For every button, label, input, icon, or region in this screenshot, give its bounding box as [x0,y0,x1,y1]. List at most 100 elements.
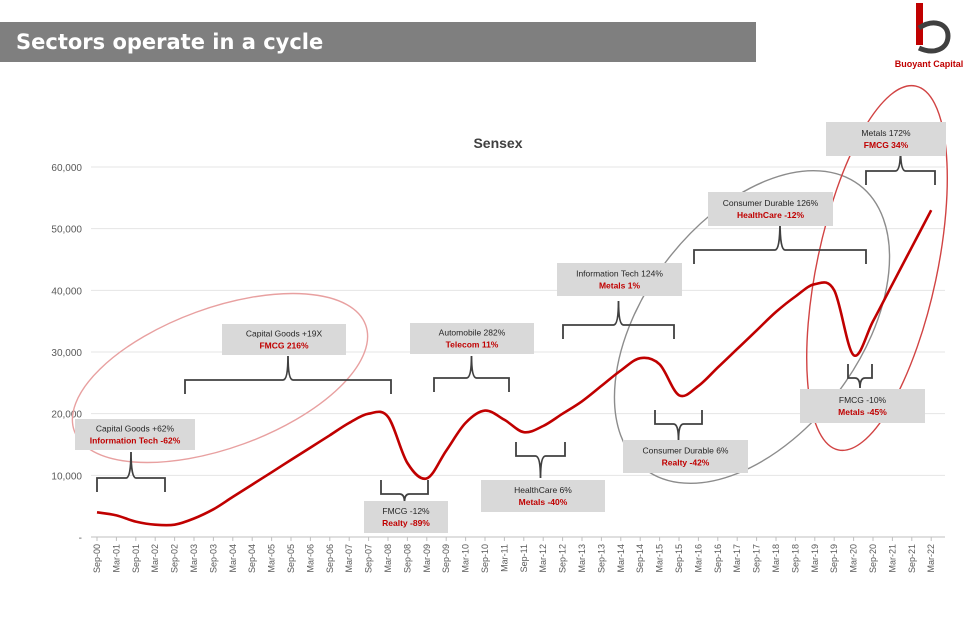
annotation-line-2: Information Tech -62% [90,436,181,446]
annotation-bg [708,192,833,226]
x-tick-label: Mar-11 [499,544,509,572]
x-tick-label: Mar-08 [383,544,393,573]
x-tick-label: Sep-13 [596,544,606,573]
y-tick-label: 50,000 [51,225,82,236]
x-tick-label: Mar-17 [732,544,742,573]
x-tick-label: Sep-09 [441,544,451,573]
annotation-box: FMCG -10% Metals -45% [800,389,925,423]
x-tick-label: Mar-18 [771,544,781,573]
x-tick-label: Mar-09 [422,544,432,573]
annotation-line-1: Capital Goods +62% [96,424,175,434]
x-tick-label: Sep-17 [752,544,762,573]
y-tick-label: 30,000 [51,348,82,359]
annotation-box: Consumer Durable 6% Realty -42% [623,440,748,473]
bracket-capital-goods-62 [96,451,166,492]
x-tick-label: Mar-14 [616,544,626,573]
x-tick-label: Sep-18 [790,544,800,573]
x-tick-label: Sep-19 [829,544,839,573]
x-tick-label: Sep-15 [674,544,684,573]
annotation-line-1: Metals 172% [861,128,911,138]
x-tick-label: Mar-16 [693,544,703,573]
bracket-automobile [433,355,510,392]
annotation-box: HealthCare 6% Metals -40% [481,480,605,512]
x-tick-label: Sep-00 [92,544,102,573]
x-tick-label: Mar-01 [111,544,121,573]
annotation-line-1: Consumer Durable 6% [643,446,729,456]
y-tick-label: 20,000 [51,410,82,421]
x-tick-label: Mar-03 [189,544,199,573]
annotation-line-2: Metals -40% [519,497,568,507]
x-tick-label: Mar-07 [344,544,354,573]
annotation-line-2: Metals -45% [838,407,887,417]
x-tick-label: Sep-03 [208,544,218,573]
annotation-line-1: Automobile 282% [439,328,506,338]
annotation-line-2: FMCG 216% [259,341,309,351]
bracket-capital-goods-19x [184,355,392,394]
annotation-box: Capital Goods +62% Information Tech -62% [75,419,195,450]
annotation-bg [222,324,346,355]
x-tick-label: Sep-04 [247,544,257,573]
bracket-consumer-durable-6 [654,410,703,441]
cycle-ellipse-2015 [613,169,891,485]
annotation-box: Automobile 282% Telecom 11% [410,323,534,354]
bracket-information-tech [562,300,675,339]
x-tick-label: Sep-08 [402,544,412,573]
x-tick-label: Mar-22 [926,544,936,573]
annotation-line-2: Realty -42% [662,458,710,468]
cycle-ellipse-2020 [806,84,948,452]
title-bar: Sectors operate in a cycle [0,22,756,62]
annotation-line-2: FMCG 34% [864,140,909,150]
x-tick-label: Sep-06 [325,544,335,573]
annotation-bg [481,480,605,512]
y-tick-label: - [79,533,82,544]
x-tick-label: Mar-20 [849,544,859,573]
annotation-bg [410,323,534,354]
x-tick-label: Mar-15 [655,544,665,573]
cycle-ellipse-2000s [71,292,369,464]
annotation-bg [826,122,946,156]
annotation-line-1: Consumer Durable 126% [723,198,819,208]
x-tick-label: Sep-05 [286,544,296,573]
bracket-fmcg-12 [380,480,429,503]
x-tick-label: Sep-02 [170,544,180,573]
x-tick-label: Sep-07 [364,544,374,573]
annotation-bg [623,440,748,473]
x-tick-label: Mar-19 [810,544,820,573]
bracket-fmcg-10 [847,364,873,389]
x-tick-label: Mar-05 [267,544,277,573]
annotation-box: FMCG -12% Realty -89% [364,501,448,533]
annotation-line-2: Metals 1% [599,281,641,291]
annotation-line-2: HealthCare -12% [737,210,805,220]
annotation-line-1: Information Tech 124% [576,269,663,279]
x-tick-label: Sep-01 [131,544,141,573]
x-tick-label: Sep-10 [480,544,490,573]
annotation-bg [75,419,195,450]
chart-title: Sensex [473,135,522,151]
x-tick-label: Mar-04 [228,544,238,573]
annotation-line-1: Capital Goods +19X [246,329,323,339]
annotation-line-1: FMCG -10% [839,395,887,405]
annotation-line-2: Telecom 11% [446,340,499,350]
annotation-box: Consumer Durable 126% HealthCare -12% [708,192,833,226]
bracket-healthcare [515,442,566,479]
x-tick-label: Mar-21 [887,544,897,573]
y-tick-label: 60,000 [51,163,82,174]
page-title: Sectors operate in a cycle [16,30,324,54]
y-tick-label: 10,000 [51,471,82,482]
annotation-line-1: FMCG -12% [382,506,430,516]
annotation-box: Capital Goods +19X FMCG 216% [222,324,346,355]
annotation-line-1: HealthCare 6% [514,485,572,495]
annotation-box: Information Tech 124% Metals 1% [557,263,682,296]
x-tick-label: Mar-12 [538,544,548,573]
logo-mark-icon [916,3,951,54]
annotation-line-2: Realty -89% [382,518,430,528]
x-tick-label: Mar-06 [305,544,315,573]
x-tick-label: Sep-11 [519,544,529,572]
x-tick-label: Mar-13 [577,544,587,573]
x-tick-label: Sep-20 [868,544,878,573]
x-tick-label: Mar-10 [461,544,471,573]
y-tick-label: 40,000 [51,286,82,297]
annotation-bg [800,389,925,423]
x-tick-label: Sep-14 [635,544,645,573]
